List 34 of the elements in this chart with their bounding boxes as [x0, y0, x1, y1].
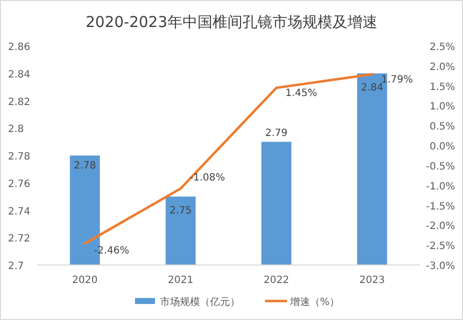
y2-tick-label: -3.0% [426, 261, 455, 272]
y2-tick-label: -1.0% [426, 181, 455, 192]
y2-tick-label: 1.0% [430, 102, 455, 113]
legend-label: 增速（%） [289, 296, 340, 308]
x-tick-label: 2023 [359, 275, 385, 286]
legend-label: 市场规模（亿元） [160, 296, 240, 308]
chart-title: 2020-2023年中国椎间孔镜市场规模及增速 [86, 13, 378, 31]
y2-tick-label: -2.0% [426, 221, 455, 232]
y2-tick-label: 0.5% [430, 122, 455, 133]
y2-tick-label: 1.5% [430, 82, 455, 93]
data-label: 2.75 [169, 206, 192, 217]
y2-tick-label: -0.5% [426, 161, 455, 172]
y2-tick-label: 2.5% [430, 42, 455, 53]
y-tick-label: 2.84 [8, 69, 30, 80]
data-label: 2.78 [74, 160, 96, 172]
x-tick-label: 2022 [264, 275, 290, 286]
y-tick-label: 2.76 [8, 178, 30, 190]
y-tick-label: 2.82 [8, 96, 30, 108]
y-tick-label: 2.74 [8, 206, 30, 218]
y2-tick-label: 2.0% [430, 62, 455, 73]
x-tick-label: 2021 [168, 275, 194, 286]
x-tick-label: 2020 [72, 275, 98, 286]
data-label: 2.84 [360, 82, 384, 94]
y-tick-label: 2.7 [8, 261, 24, 272]
data-label: 1.45% [285, 88, 318, 99]
y-tick-label: 2.72 [8, 234, 30, 245]
y-tick-label: 2.8 [8, 124, 24, 136]
y2-tick-label: -2.5% [426, 241, 455, 252]
y-tick-label: 2.78 [8, 152, 30, 162]
y-tick-label: 2.86 [8, 42, 30, 53]
y2-tick-label: -1.5% [426, 201, 455, 212]
y2-tick-label: 0.0% [430, 142, 455, 153]
data-label: -1.08% [190, 172, 226, 184]
data-label: 2.79 [265, 128, 288, 139]
